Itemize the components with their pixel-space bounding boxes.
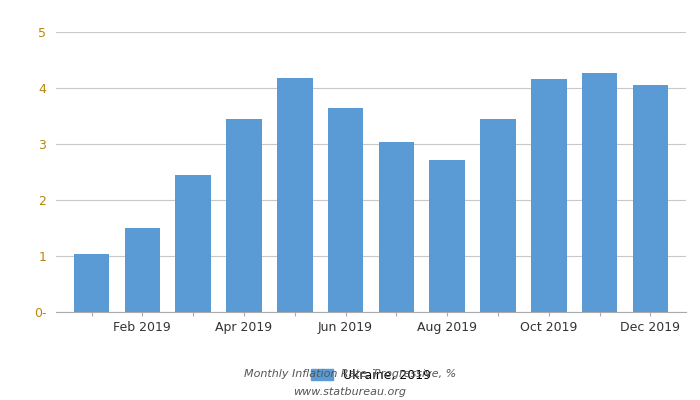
Bar [531, 79, 566, 312]
Bar [328, 108, 363, 312]
Bar [226, 119, 262, 312]
Bar [379, 142, 414, 312]
Bar [633, 85, 668, 312]
Bar [582, 74, 617, 312]
Text: www.statbureau.org: www.statbureau.org [293, 387, 407, 397]
Text: Monthly Inflation Rate, Progressive, %: Monthly Inflation Rate, Progressive, % [244, 369, 456, 379]
Bar [277, 78, 313, 312]
Legend: Ukraine, 2019: Ukraine, 2019 [311, 369, 431, 382]
Bar [480, 119, 516, 312]
Bar [429, 160, 465, 312]
Bar [176, 175, 211, 312]
Bar [125, 228, 160, 312]
Bar [74, 254, 109, 312]
